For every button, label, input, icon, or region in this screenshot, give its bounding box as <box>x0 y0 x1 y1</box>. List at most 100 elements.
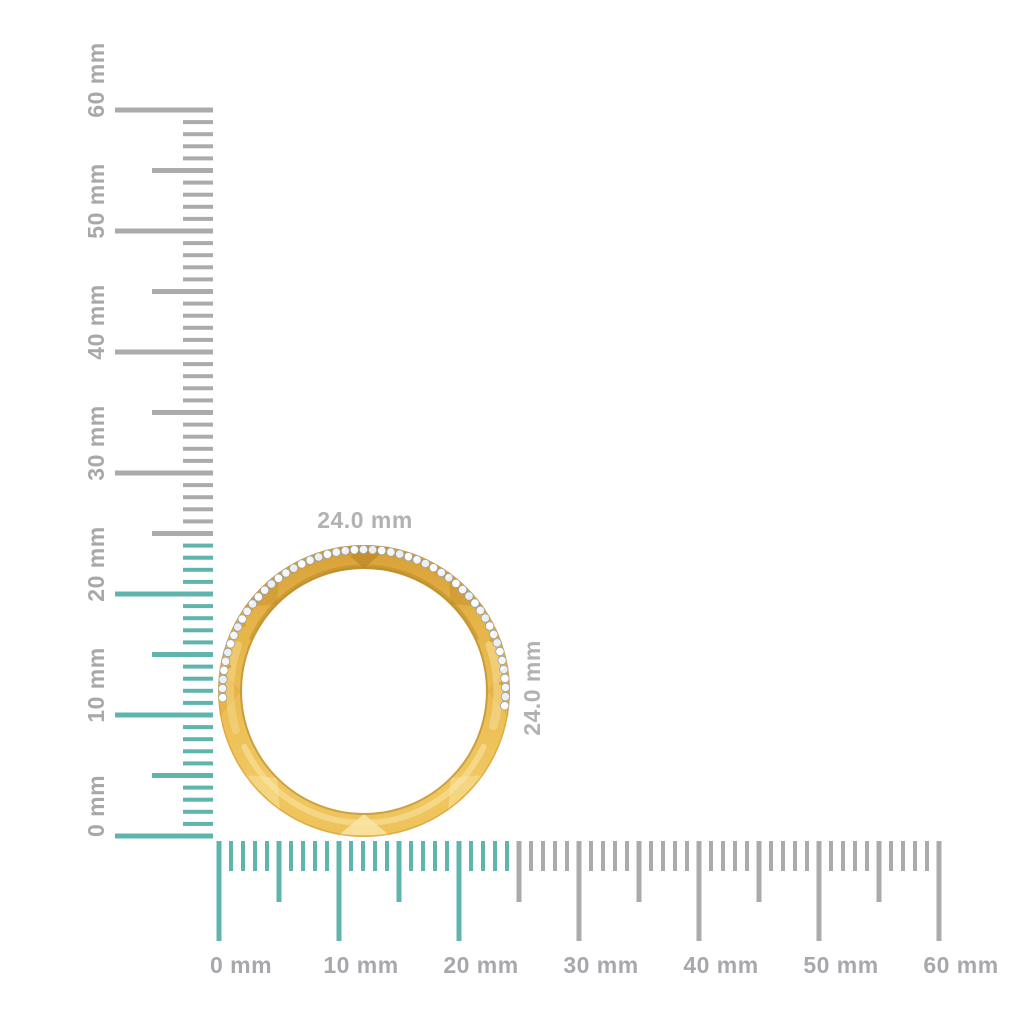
ruler-tick <box>553 841 557 871</box>
diamond-stone <box>266 579 276 589</box>
ruler-tick <box>183 132 213 137</box>
diamond-stone <box>322 549 332 559</box>
diamond-stone <box>500 682 511 693</box>
vertical-ruler-label: 40 mm <box>83 284 109 359</box>
ruler-tick <box>183 821 213 826</box>
diamond-stone <box>420 558 430 569</box>
gold-prong <box>498 681 503 686</box>
diamond-stone <box>500 692 510 702</box>
ruler-tick <box>325 841 329 871</box>
diamond-stone <box>470 598 480 608</box>
ruler-tick <box>421 841 425 871</box>
ruler-tick <box>183 422 213 427</box>
ruler-tick <box>541 841 545 871</box>
diamond-stone <box>223 647 233 658</box>
ring-product-image <box>217 544 511 837</box>
vertical-ruler-label: 0 mm <box>83 775 109 837</box>
ruler-tick <box>409 841 413 871</box>
ruler-tick <box>289 841 293 871</box>
diamond-stone <box>485 621 495 631</box>
diamond-stone <box>451 578 461 589</box>
ruler-tick <box>229 841 233 871</box>
diamond-stone <box>229 630 239 640</box>
band-sheen <box>485 640 503 731</box>
diamond-sparkle <box>502 703 505 706</box>
diamond-stone <box>377 545 387 556</box>
ruler-tick <box>841 841 845 871</box>
ruler-tick <box>183 725 213 730</box>
diamond-stone <box>436 567 446 578</box>
diamond-stone <box>219 665 229 675</box>
diamond-sparkle <box>446 575 449 578</box>
ruler-tick <box>115 470 213 476</box>
diamond-stone <box>217 683 228 694</box>
ruler-tick <box>183 483 213 488</box>
gold-prong <box>392 555 397 560</box>
ruler-tick <box>183 688 213 693</box>
band-sheen <box>249 564 479 640</box>
ruler-tick <box>183 749 213 754</box>
ruler-tick <box>183 180 213 185</box>
ruler-tick <box>253 841 257 871</box>
ruler-tick <box>613 841 617 871</box>
ruler-tick <box>183 507 213 512</box>
ruler-tick <box>115 712 213 718</box>
ruler-tick <box>685 841 689 871</box>
ruler-tick <box>183 325 213 330</box>
ruler-tick <box>183 277 213 282</box>
ruler-tick <box>925 841 929 871</box>
ruler-tick <box>183 579 213 584</box>
ruler-tick <box>456 841 462 941</box>
horizontal-ruler-label: 60 mm <box>923 952 998 978</box>
ruler-tick <box>493 841 497 871</box>
ruler-tick <box>183 555 213 560</box>
ruler-tick <box>183 458 213 463</box>
gold-prong <box>348 552 353 557</box>
ruler-tick <box>183 301 213 306</box>
ruler-tick <box>183 761 213 766</box>
ruler-tick <box>152 410 213 415</box>
diamond-stone <box>500 673 510 684</box>
ruler-tick <box>576 841 582 941</box>
vertical-ruler: 0 mm 10 mm 20 mm 30 mm 40 mm 50 mm 60 mm <box>83 42 213 839</box>
ruler-tick <box>183 386 213 391</box>
ruler-tick <box>183 446 213 451</box>
ruler-tick <box>865 841 869 871</box>
ruler-tick <box>183 628 213 633</box>
ruler-tick <box>183 434 213 439</box>
ruler-tick <box>696 841 702 941</box>
gold-prong <box>227 664 232 669</box>
diamond-stone <box>259 585 270 595</box>
ruler-tick <box>183 664 213 669</box>
horizontal-ruler-label: 50 mm <box>803 952 878 978</box>
horizontal-ruler-label: 0 mm <box>210 952 272 978</box>
ruler-tick <box>183 785 213 790</box>
ruler-tick <box>152 289 213 294</box>
band-sheen <box>241 743 487 826</box>
diamond-stone <box>489 629 499 640</box>
ruler-tick <box>373 841 377 871</box>
diamond-stone <box>500 701 510 711</box>
gold-prong <box>305 564 310 568</box>
diamond-stone <box>313 552 324 562</box>
diamond-stone <box>492 638 502 648</box>
diamond-stone <box>340 546 350 556</box>
diamond-stone <box>273 573 283 583</box>
ruler-tick <box>385 841 389 871</box>
ruler-tick <box>115 833 213 839</box>
gold-prong <box>242 623 246 627</box>
ruler-tick <box>793 841 797 871</box>
diamond-stone <box>395 549 405 559</box>
diamond-stone <box>226 639 236 649</box>
ruler-tick <box>636 841 642 902</box>
ruler-tick <box>183 120 213 125</box>
ruler-tick <box>816 841 822 941</box>
band-sheen <box>226 641 243 735</box>
ruler-tick <box>152 773 213 778</box>
ruler-tick <box>433 841 437 871</box>
diamond-stone <box>218 693 228 703</box>
ruler-tick <box>183 204 213 209</box>
diamond-stone <box>247 599 258 609</box>
ruler-tick <box>115 228 213 234</box>
